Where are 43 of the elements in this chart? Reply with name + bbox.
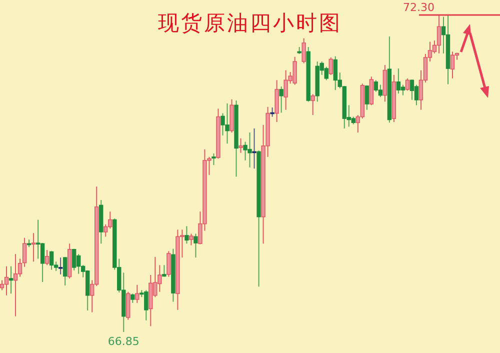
candlestick — [8, 266, 14, 294]
candlestick — [310, 94, 315, 116]
candlestick — [274, 80, 279, 123]
candlestick — [4, 266, 9, 296]
candlestick — [328, 56, 333, 76]
candlestick — [62, 256, 68, 286]
candlestick — [126, 291, 130, 320]
candlestick — [49, 250, 54, 270]
candlestick — [135, 284, 140, 304]
candlestick — [40, 242, 45, 282]
candlestick — [13, 254, 18, 317]
candlestick — [104, 224, 108, 238]
candlestick — [22, 237, 27, 268]
candlestick — [410, 79, 414, 100]
candlestick — [302, 38, 306, 64]
candlestick — [400, 84, 406, 96]
candlestick — [44, 249, 50, 266]
candlestick — [238, 138, 243, 154]
candlestick — [324, 66, 328, 81]
candlestick — [270, 106, 274, 118]
candlestick — [252, 128, 256, 170]
candlestick — [31, 232, 36, 262]
candlestick — [436, 14, 442, 54]
candlestick — [378, 84, 383, 98]
chart-title: 现货原油四小时图 — [158, 11, 342, 35]
candlestick — [72, 248, 76, 271]
candlestick — [184, 226, 189, 244]
ref-line-label: 72.30 — [402, 1, 434, 14]
candlestick — [405, 78, 410, 92]
annotation: 66.85 — [108, 335, 140, 348]
candlestick — [58, 257, 63, 275]
candlestick — [364, 84, 369, 110]
candlestick — [189, 233, 194, 246]
candlestick — [130, 293, 135, 304]
candlestick — [0, 280, 4, 291]
candlestick — [166, 250, 171, 278]
candlestick — [396, 68, 401, 94]
candlestick — [194, 233, 198, 258]
candlestick — [212, 152, 216, 166]
candlestick — [374, 80, 378, 92]
candlestick — [279, 86, 284, 114]
candlestick — [450, 51, 455, 79]
candlestick — [18, 258, 22, 278]
